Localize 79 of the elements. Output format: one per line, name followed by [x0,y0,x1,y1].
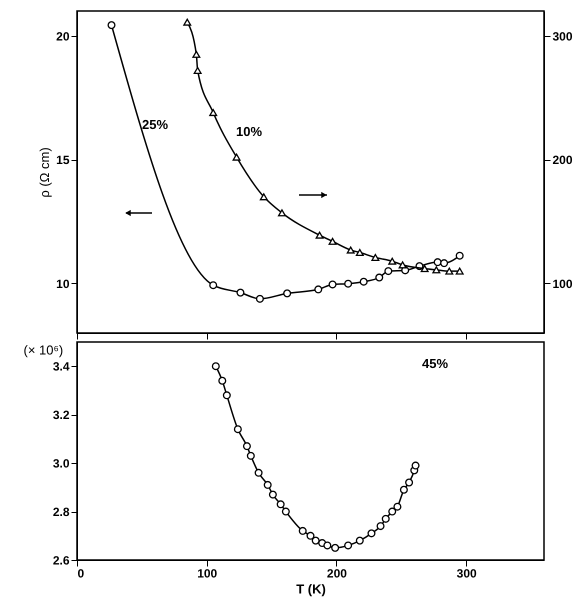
point [108,21,116,30]
point [356,536,364,545]
point [256,294,264,303]
point [236,288,244,297]
point [260,193,268,200]
point [384,267,392,276]
point [328,280,337,288]
point [344,541,352,550]
point [314,285,322,294]
point [323,541,332,550]
annotation: 45% [422,356,448,371]
y-tick-label: 20 [56,29,70,44]
point [209,109,218,116]
point [356,248,364,256]
point [367,529,376,538]
annotation: 25% [142,117,168,132]
point [209,281,218,290]
point [344,280,352,288]
point [192,50,200,58]
point [316,232,324,239]
point [183,18,192,26]
point [388,508,396,516]
point [376,522,385,530]
point [445,268,454,275]
point [420,265,429,272]
point [222,391,231,400]
y-tick-label: 3.4 [52,360,70,374]
y-tick-label: 3.0 [52,456,70,471]
point [371,254,380,262]
point [440,259,448,268]
point [232,154,241,161]
point [268,490,277,499]
point [456,268,464,275]
point [212,362,220,370]
point [412,462,420,470]
point [194,66,202,74]
point [276,500,285,508]
point [282,508,290,516]
y-tick-label: 3.2 [52,408,70,422]
y-axis-title: (× 10⁶) [24,342,64,358]
point [375,274,384,282]
y-tick-label: 2.8 [52,505,70,520]
point [218,376,226,385]
point [242,442,251,450]
point [400,486,408,494]
point [328,238,337,245]
y-tick-label: 2.6 [52,554,70,568]
x-tick-label: 200 [326,566,348,580]
x-tick-label: 0 [78,566,84,580]
point [432,266,440,274]
x-axis-title: T (K) [296,582,326,596]
point [393,502,402,511]
y-tick-label: 15 [56,153,70,168]
point [346,246,355,254]
y2-tick-label: 100 [552,276,573,291]
point [254,468,263,477]
x-tick-label: 300 [456,566,477,580]
point [278,209,286,216]
point [388,258,396,265]
y2-tick-label: 200 [552,153,573,168]
point [360,278,368,286]
y-axis-title: ρ (Ω cm) [37,147,52,198]
y2-tick-label: 300 [552,29,573,44]
y-tick-label: 10 [56,276,70,291]
point [234,425,242,434]
point [283,289,292,298]
point [298,526,307,535]
x-tick-label: 100 [197,566,218,580]
point [434,258,442,266]
point [405,478,414,486]
point [398,261,407,268]
point [456,252,464,260]
point [382,514,390,523]
point [331,544,340,552]
point [306,532,315,540]
point [246,452,255,460]
annotation: 10% [236,124,262,139]
point [312,536,320,545]
point [264,480,272,489]
